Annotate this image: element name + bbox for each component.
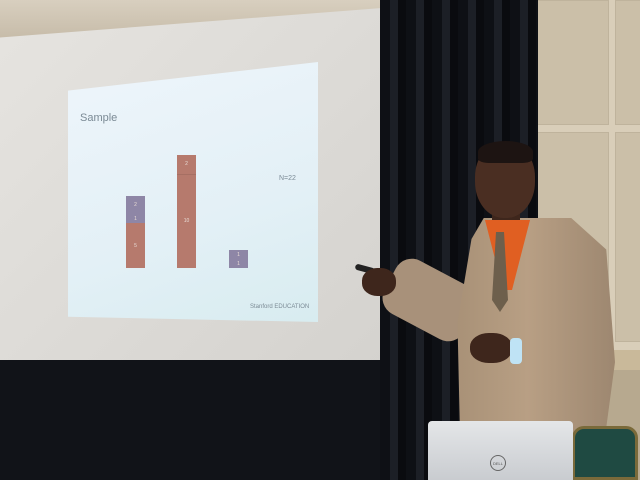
presenter-hair <box>478 141 533 163</box>
chart-bar: 5 1 2 <box>126 196 145 268</box>
chair <box>572 426 638 480</box>
presenter-hand <box>362 268 396 296</box>
sample-size-label: N=22 <box>279 175 296 182</box>
bar-segment: 5 <box>126 223 145 268</box>
bar-segment: 1 <box>126 214 145 223</box>
stage-skirt <box>0 360 400 480</box>
wristband <box>510 338 522 364</box>
chart-bar: 1 1 <box>229 250 248 268</box>
bar-segment: 2 <box>126 196 145 214</box>
bar-segment: 1 <box>229 259 248 268</box>
wall-panels <box>535 0 640 360</box>
tie <box>492 232 508 312</box>
laptop <box>428 421 573 480</box>
bar-segment: 10 <box>177 174 196 268</box>
chart-bar: 10 2 <box>177 155 196 268</box>
projected-slide: Sample N=22 Stanford EDUCATION 5 1 2 10 … <box>68 62 318 322</box>
presenter-hand <box>470 333 512 363</box>
stanford-education-logo: Stanford EDUCATION <box>250 304 310 310</box>
dell-logo: DELL <box>490 455 506 471</box>
slide-title: Sample <box>80 112 118 124</box>
bar-segment: 1 <box>229 250 248 259</box>
bar-segment: 2 <box>177 155 196 175</box>
